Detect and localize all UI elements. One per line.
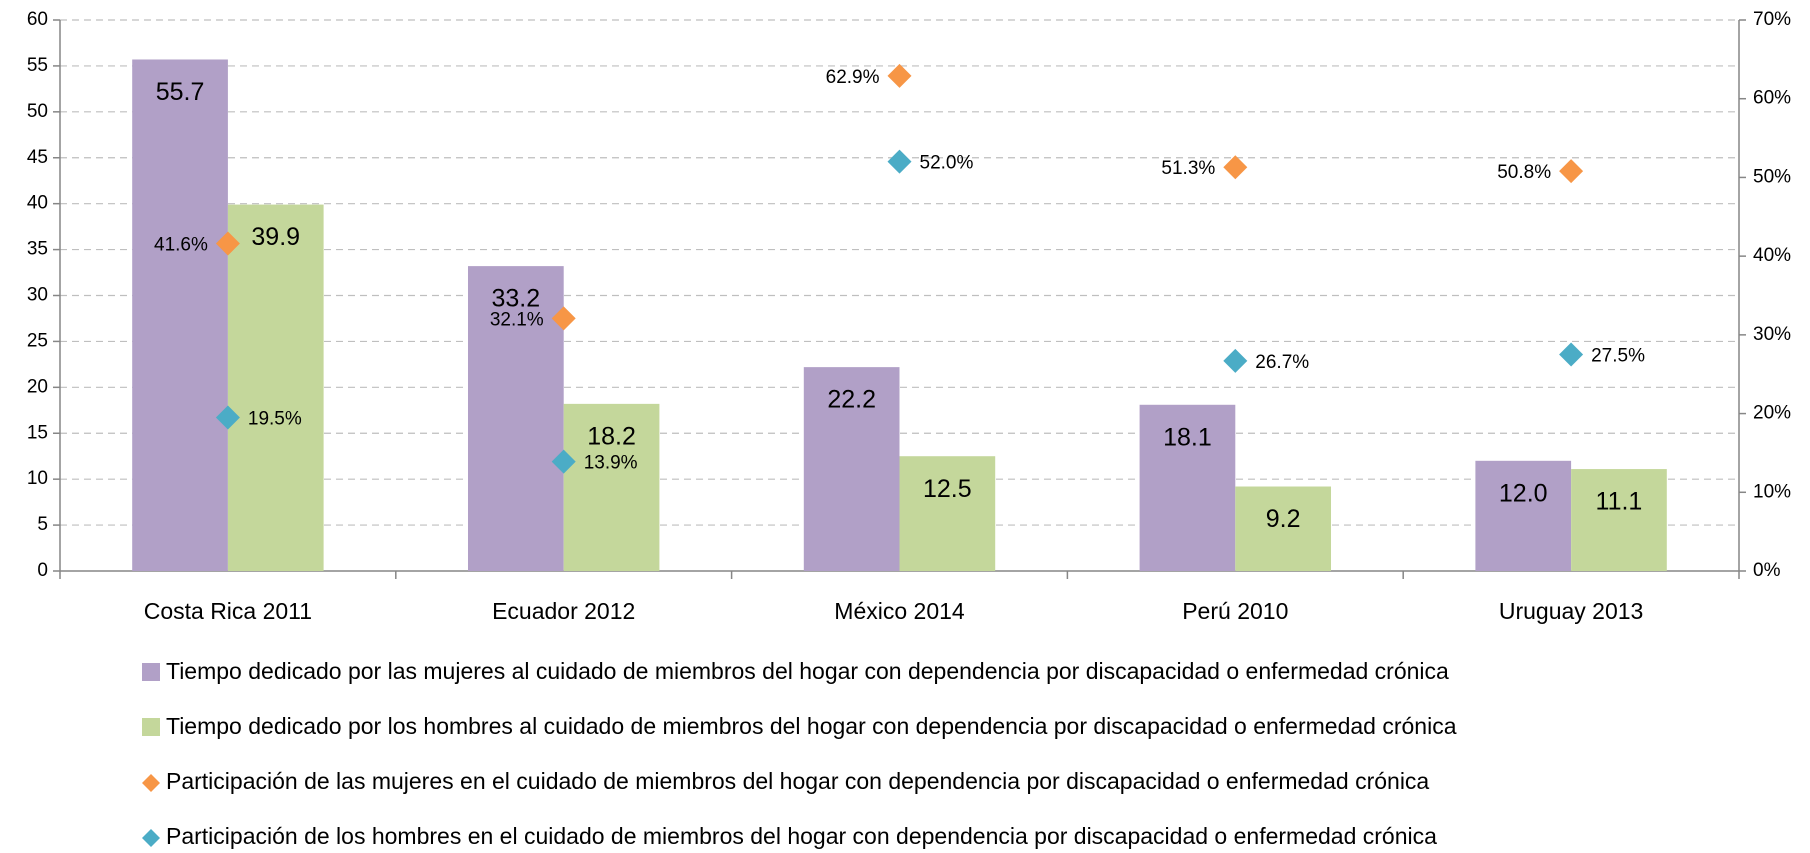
marker [551, 306, 576, 331]
y2-tick-label: 70% [1753, 9, 1791, 30]
point-value-label: 51.3% [1161, 158, 1215, 179]
bar [899, 456, 996, 571]
bar-value-label: 11.1 [1596, 488, 1643, 516]
marker [887, 63, 912, 88]
y-tick-label: 20 [27, 376, 48, 397]
bar [227, 204, 324, 571]
y-tick-label: 30 [27, 285, 48, 306]
legend-label: Tiempo dedicado por los hombres al cuida… [166, 713, 1457, 739]
y-tick-label: 0 [37, 560, 48, 581]
x-tick-label: México 2014 [834, 598, 965, 624]
y2-tick-label: 10% [1753, 481, 1791, 502]
marker [551, 449, 576, 474]
y-tick-label: 40 [27, 193, 48, 214]
bar [132, 59, 228, 571]
bar-value-label: 12.0 [1499, 479, 1548, 507]
y2-tick-label: 0% [1753, 560, 1781, 581]
marker [1559, 342, 1584, 367]
point-value-label: 13.9% [584, 453, 638, 474]
bar-value-label: 12.5 [923, 475, 972, 503]
point-value-label: 62.9% [826, 67, 880, 88]
point-value-label: 27.5% [1591, 346, 1645, 367]
y-tick-label: 25 [27, 330, 48, 351]
y-tick-label: 50 [27, 101, 48, 122]
bar [1235, 486, 1332, 571]
bar-value-label: 18.1 [1163, 423, 1212, 451]
bar [1475, 460, 1572, 571]
legend-swatch [142, 663, 160, 681]
point-value-label: 26.7% [1255, 352, 1309, 373]
y2-tick-label: 20% [1753, 403, 1791, 424]
point-value-label: 52.0% [920, 153, 974, 174]
y2-tick-label: 30% [1753, 324, 1791, 345]
legend-swatch [142, 774, 160, 792]
y2-tick-label: 40% [1753, 245, 1791, 266]
bar [563, 403, 660, 571]
marker [215, 405, 240, 430]
legend-swatch [142, 718, 160, 736]
y-tick-label: 10 [27, 468, 48, 489]
bar-value-label: 33.2 [492, 285, 541, 313]
x-tick-label: Uruguay 2013 [1499, 598, 1644, 624]
y-tick-label: 35 [27, 239, 48, 260]
point-value-label: 50.8% [1497, 162, 1551, 183]
y-tick-label: 45 [27, 147, 48, 168]
marker [887, 149, 912, 174]
y-tick-label: 60 [27, 9, 48, 30]
bar [803, 367, 900, 571]
legend-label: Participación de las mujeres en el cuida… [166, 768, 1429, 794]
marker [1223, 155, 1248, 180]
bar [467, 266, 564, 571]
y2-tick-label: 50% [1753, 166, 1791, 187]
x-tick-label: Ecuador 2012 [492, 598, 635, 624]
x-tick-label: Costa Rica 2011 [144, 598, 312, 624]
marker [1223, 348, 1248, 373]
y-tick-label: 55 [27, 55, 48, 76]
bar-value-label: 39.9 [251, 223, 300, 251]
y2-tick-label: 60% [1753, 88, 1791, 109]
legend-label: Participación de los hombres en el cuida… [166, 823, 1437, 849]
bar-value-label: 55.7 [156, 78, 205, 106]
bar-value-label: 18.2 [587, 422, 636, 450]
bar [1571, 469, 1667, 571]
legend-label: Tiempo dedicado por las mujeres al cuida… [166, 658, 1449, 684]
point-value-label: 19.5% [248, 409, 302, 430]
point-value-label: 32.1% [490, 309, 544, 330]
x-tick-label: Perú 2010 [1182, 598, 1288, 624]
legend-swatch [142, 829, 160, 847]
bar-value-label: 22.2 [827, 386, 876, 414]
marker [215, 231, 240, 256]
point-value-label: 41.6% [154, 235, 208, 256]
y-tick-label: 15 [27, 422, 48, 443]
y-tick-label: 5 [37, 514, 48, 535]
bar-value-label: 9.2 [1266, 505, 1301, 533]
marker [1559, 159, 1584, 184]
bar [1139, 404, 1236, 571]
